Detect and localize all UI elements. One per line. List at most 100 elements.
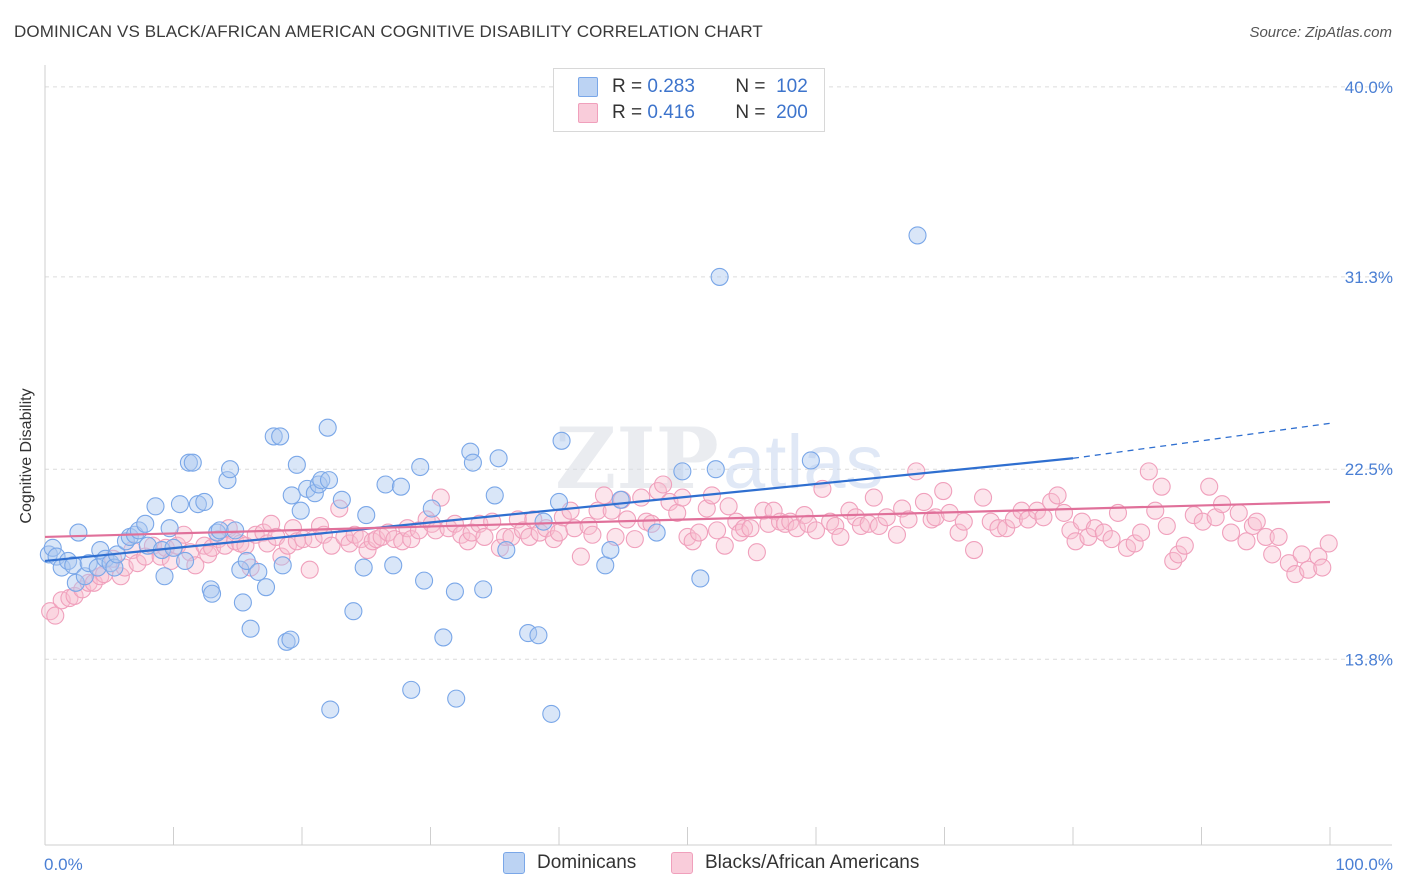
data-point — [801, 451, 820, 470]
data-point — [706, 460, 725, 479]
data-point — [357, 506, 376, 525]
watermark-zip: ZIP — [555, 409, 719, 508]
data-point — [1094, 523, 1113, 542]
trend-line-blacks — [44, 500, 1331, 539]
data-point — [210, 521, 229, 540]
data-point — [151, 547, 170, 566]
data-point — [806, 521, 826, 540]
data-point — [458, 532, 477, 551]
data-point — [596, 556, 615, 575]
data-point — [305, 484, 324, 503]
data-point — [1222, 523, 1241, 542]
data-point — [136, 514, 155, 533]
data-point — [434, 628, 453, 647]
data-point — [647, 523, 666, 542]
data-point — [981, 512, 1000, 531]
data-point — [831, 527, 850, 546]
data-point — [1175, 536, 1194, 555]
y-tick-label: 31.3% — [1345, 268, 1393, 287]
data-point — [384, 556, 403, 575]
data-point — [1157, 516, 1176, 536]
data-point — [691, 569, 710, 588]
data-point — [552, 431, 571, 450]
data-point — [344, 602, 363, 621]
data-point — [877, 508, 896, 527]
data-point — [1292, 545, 1311, 564]
data-point — [529, 626, 548, 645]
data-point — [708, 521, 727, 540]
data-point — [1263, 545, 1282, 564]
trend-line-dominicans — [44, 457, 1074, 563]
data-point — [352, 530, 371, 549]
data-point — [497, 540, 516, 560]
axes — [44, 65, 1392, 846]
data-point — [422, 499, 441, 518]
data-point — [282, 486, 301, 505]
data-point — [710, 267, 729, 286]
data-point — [549, 523, 569, 542]
legend-n-value: 102 — [776, 76, 808, 97]
series-legend-blacks[interactable]: Blacks/African Americans — [671, 852, 919, 874]
data-point — [601, 540, 620, 560]
data-point — [332, 490, 351, 509]
data-point — [43, 538, 62, 557]
data-point — [1132, 523, 1151, 542]
y-tick-label: 40.0% — [1345, 78, 1393, 97]
y-tick-label: 13.8% — [1345, 650, 1393, 669]
data-point — [1229, 503, 1248, 522]
legend-r-label: R = — [612, 76, 643, 97]
data-point — [864, 488, 883, 507]
legend-row-dominicans: R = 0.283 N = 102 — [578, 75, 808, 99]
series-legend-dominicans[interactable]: Dominicans — [503, 852, 636, 874]
data-point — [376, 475, 395, 494]
data-point — [340, 534, 359, 553]
data-point — [176, 551, 195, 571]
data-point — [989, 519, 1008, 538]
data-point — [618, 510, 637, 529]
data-point — [1319, 534, 1338, 553]
legend-r-value: 0.416 — [647, 102, 695, 123]
series-legend-label: Dominicans — [537, 852, 637, 873]
x-tick-label: 0.0% — [44, 855, 83, 874]
data-point — [1200, 477, 1219, 496]
series-legend: Dominicans Blacks/African Americans — [0, 852, 1406, 878]
x-tick-label: 100.0% — [1335, 855, 1393, 874]
data-point — [495, 527, 515, 546]
data-point — [256, 578, 276, 597]
data-point — [461, 442, 480, 461]
data-point — [583, 525, 602, 544]
data-point — [445, 582, 464, 601]
data-point — [954, 512, 973, 531]
data-point — [391, 477, 410, 496]
data-point — [1152, 477, 1171, 496]
data-point — [654, 475, 673, 494]
data-point — [1054, 503, 1074, 522]
data-point — [415, 571, 434, 590]
trend-line-dominicans-extension — [1072, 422, 1331, 459]
legend-r-value: 0.283 — [647, 76, 695, 97]
data-point — [520, 527, 539, 546]
y-tick-labels: 13.8% 22.5% 31.3% 40.0% — [1345, 78, 1393, 669]
data-point — [908, 226, 927, 245]
data-point — [949, 523, 968, 542]
data-point — [741, 519, 760, 538]
data-point — [287, 455, 306, 474]
data-point — [542, 704, 561, 723]
data-point — [233, 593, 252, 612]
data-point — [887, 525, 907, 544]
data-point — [146, 497, 165, 516]
data-point — [1299, 560, 1318, 579]
data-point — [673, 462, 692, 481]
data-point — [1102, 530, 1121, 549]
data-point — [318, 418, 337, 437]
y-tick-label: 22.5% — [1345, 460, 1393, 479]
data-point — [291, 501, 310, 520]
data-point — [186, 556, 205, 575]
data-point — [907, 462, 926, 481]
data-point — [914, 492, 933, 512]
data-point — [64, 556, 83, 575]
data-point — [534, 512, 553, 531]
data-point — [321, 700, 340, 719]
data-point — [226, 521, 245, 540]
